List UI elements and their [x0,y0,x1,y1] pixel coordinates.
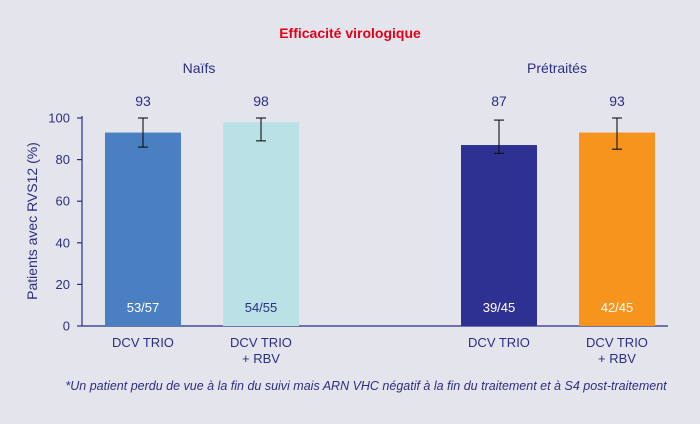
value-label-4: 93 [609,93,625,109]
y-axis-label: Patients avec RVS12 (%) [24,142,40,300]
bar-4 [579,132,655,326]
bar-inside-label-4: 42/45 [601,300,634,315]
group-label-pretraites: Prétraités [527,60,587,76]
category-label-3: DCV TRIO [468,335,530,350]
bar-3 [461,145,537,326]
category-label-4-line-1: DCV TRIO [586,335,648,350]
y-tick-label-80: 80 [56,152,70,167]
bar-inside-label-3: 39/45 [483,300,516,315]
y-tick-label-20: 20 [56,277,70,292]
category-label-2-line-2: + RBV [242,351,280,366]
y-tick-label-100: 100 [48,111,70,126]
value-label-2: 98 [253,93,269,109]
plot-area: 0 20 40 60 80 100 93 53/57 DCV TRIO 98 54/55 DCV TR… [48,93,668,366]
bar-inside-label-2: 54/55 [245,300,278,315]
y-tick-label-60: 60 [56,194,70,209]
bar-1 [105,132,181,326]
chart-title: Efficacité virologique [279,25,421,41]
group-label-naifs: Naïfs [183,60,216,76]
bar-2 [223,122,299,326]
footnote: *Un patient perdu de vue à la fin du sui… [65,379,667,393]
y-tick-label-40: 40 [56,235,70,250]
bar-inside-label-1: 53/57 [127,300,160,315]
y-tick-label-0: 0 [63,319,70,334]
value-label-3: 87 [491,93,507,109]
category-label-4-line-2: + RBV [598,351,636,366]
category-label-2-line-1: DCV TRIO [230,335,292,350]
category-label-1: DCV TRIO [112,335,174,350]
value-label-1: 93 [135,93,151,109]
